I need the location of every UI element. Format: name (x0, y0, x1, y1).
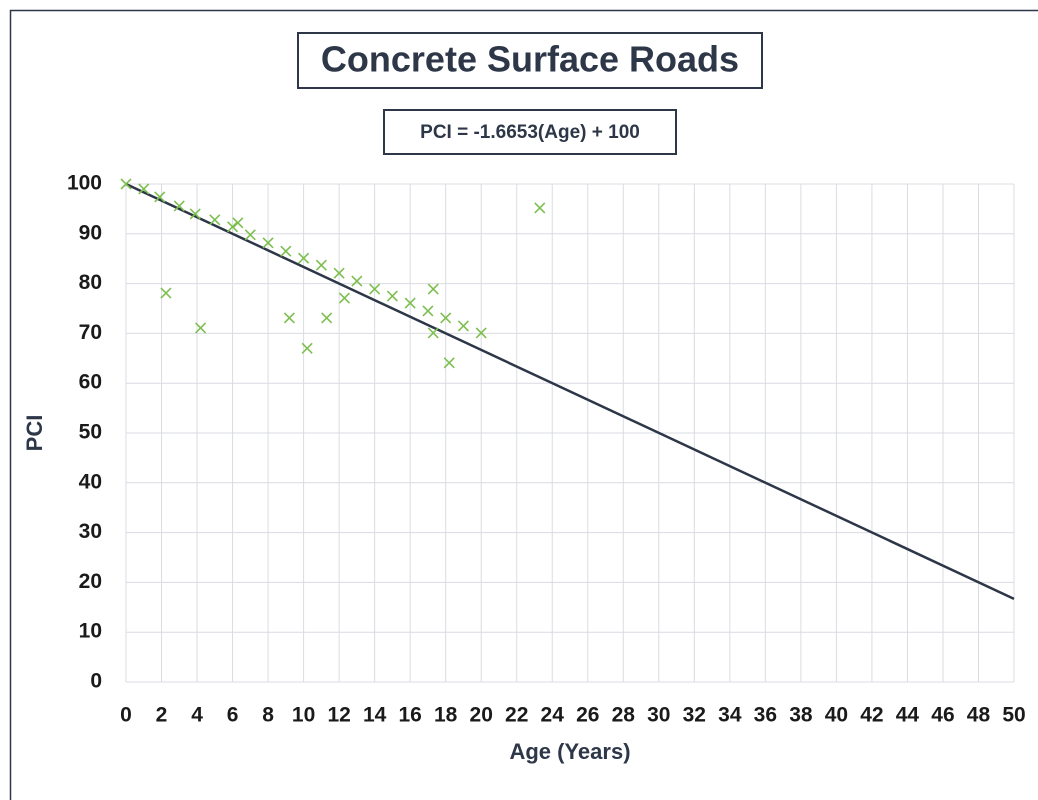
point (298, 252, 310, 264)
point (457, 320, 470, 332)
point (440, 312, 452, 324)
point (404, 297, 416, 309)
point (280, 245, 292, 257)
point (301, 342, 313, 354)
point (369, 283, 381, 295)
point (232, 217, 244, 229)
point (333, 267, 345, 279)
x-tick-label: 20 (470, 704, 493, 727)
x-tick-label: 44 (896, 704, 920, 727)
point (160, 287, 172, 299)
equation: PCI = -1.6653(Age) + 100 (420, 122, 640, 143)
point (338, 292, 351, 304)
x-tick-label: 18 (434, 704, 458, 727)
point (351, 275, 363, 287)
title-box (297, 32, 763, 89)
x-tick-label: 4 (191, 704, 203, 727)
trendline (125, 182, 1015, 600)
x-tick-label: 12 (327, 704, 350, 727)
x-tick-label: 6 (227, 704, 239, 727)
y-tick-label: 40 (79, 470, 102, 493)
y-tick-label: 0 (90, 670, 102, 693)
point (427, 283, 439, 295)
y-tick-label: 90 (79, 221, 102, 244)
y-tick-label: 20 (79, 570, 102, 593)
point (226, 221, 239, 233)
x-tick-label: 28 (612, 704, 636, 727)
point (422, 305, 434, 317)
point (154, 191, 166, 203)
y-tick-label: 10 (79, 620, 102, 643)
x-tick-label: 26 (576, 704, 599, 727)
x-tick-label: 48 (967, 704, 991, 727)
y-tick-label: 100 (67, 172, 102, 195)
y-tick-label: 80 (79, 271, 102, 294)
point (189, 208, 201, 220)
point (138, 183, 150, 195)
point (283, 312, 295, 324)
x-tick-label: 10 (292, 704, 315, 727)
x-tick-label: 36 (754, 704, 777, 727)
point (120, 178, 132, 190)
x-tick-label: 16 (398, 704, 421, 727)
x-tick-label: 24 (541, 704, 565, 727)
x-tick-label: 14 (363, 704, 387, 727)
y-axis-label: PCI (22, 415, 47, 452)
x-tick-label: 22 (505, 704, 528, 727)
x-tick-label: 40 (825, 704, 848, 727)
point (427, 327, 439, 339)
x-tick-label: 30 (647, 704, 670, 727)
point (475, 327, 487, 339)
x-tick-label: 0 (120, 704, 132, 727)
y-tick-label: 60 (79, 371, 102, 394)
point (244, 229, 256, 241)
point (173, 200, 185, 212)
point (315, 259, 327, 271)
x-tick-label: 34 (718, 704, 742, 727)
point (534, 202, 546, 214)
x-tick-label: 42 (860, 704, 883, 727)
x-tick-label: 32 (683, 704, 706, 727)
point (262, 237, 274, 249)
x-tick-label: 46 (931, 704, 954, 727)
x-tick-label: 8 (262, 704, 274, 727)
point (321, 312, 333, 324)
y-tick-label: 70 (79, 321, 102, 344)
point (195, 322, 207, 334)
chart-title: Concrete Surface Roads (321, 39, 739, 80)
y-tick-label: 50 (79, 421, 102, 444)
equation-box (383, 109, 677, 155)
frame (9, 9, 1038, 800)
x-axis-label: Age (Years) (509, 739, 630, 764)
point (209, 214, 221, 226)
x-tick-label: 38 (789, 704, 813, 727)
point (443, 357, 455, 369)
point (386, 290, 398, 302)
x-tick-label: 50 (1002, 704, 1025, 727)
x-tick-label: 2 (156, 704, 168, 727)
y-tick-label: 30 (79, 520, 102, 543)
